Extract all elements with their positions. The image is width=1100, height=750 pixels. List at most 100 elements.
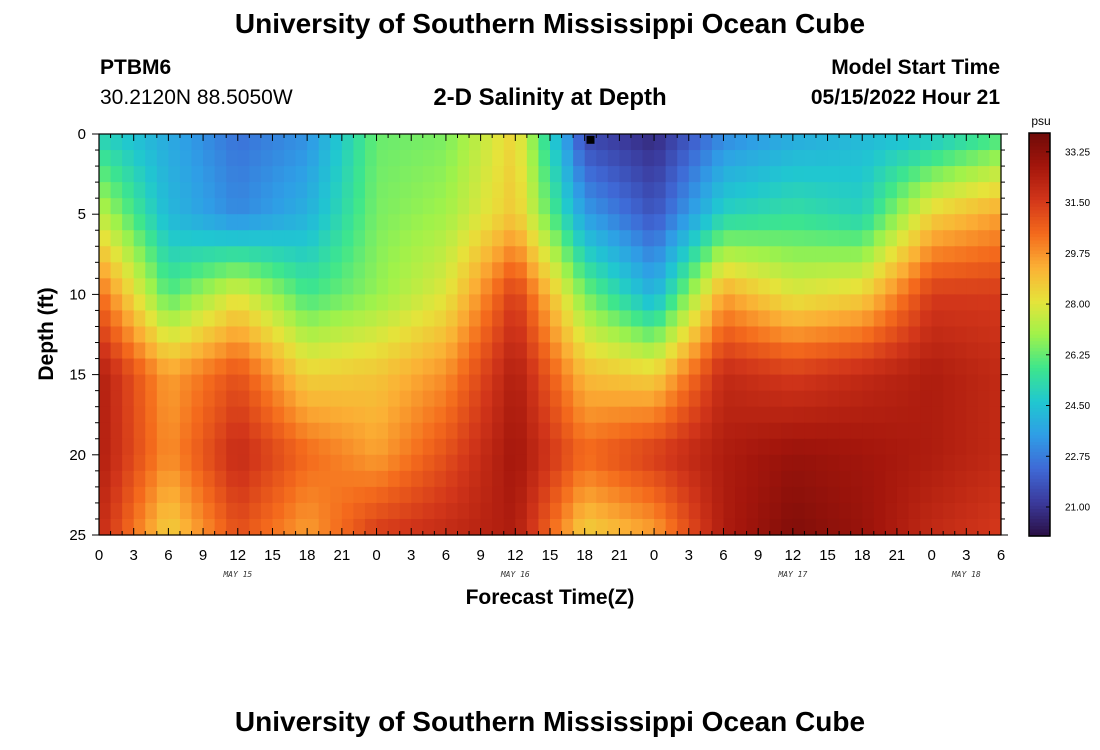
heatmap-cell <box>804 358 817 376</box>
heatmap-cell <box>908 470 921 488</box>
date-label: MAY 16 <box>500 570 530 579</box>
heatmap-cell <box>931 438 944 456</box>
heatmap-cell <box>920 278 933 295</box>
heatmap-cell <box>260 342 274 360</box>
heatmap-cell <box>295 454 308 472</box>
heatmap-cell <box>469 422 482 440</box>
heatmap-cell <box>966 150 979 167</box>
heatmap-cell <box>503 486 516 504</box>
heatmap-cell <box>619 390 632 408</box>
heatmap-cell <box>931 310 944 328</box>
heatmap-cell <box>677 326 690 344</box>
heatmap-cell <box>226 134 239 151</box>
heatmap-cell <box>503 406 516 424</box>
heatmap-cell <box>654 390 667 408</box>
heatmap-cell <box>341 454 355 472</box>
heatmap-cell <box>700 342 713 360</box>
heatmap-cell <box>272 278 285 295</box>
heatmap-cell <box>480 166 493 183</box>
heatmap-cell <box>422 454 435 472</box>
heatmap-cell <box>388 214 401 231</box>
heatmap-cell <box>792 310 806 328</box>
heatmap-cell <box>168 342 181 360</box>
heatmap-cell <box>677 262 690 279</box>
heatmap-cell <box>272 198 285 215</box>
heatmap-cell <box>550 374 563 392</box>
heatmap-cell <box>330 422 343 440</box>
heatmap-cell <box>781 294 794 312</box>
heatmap-cell <box>607 182 620 199</box>
heatmap-cell <box>214 358 227 376</box>
heatmap-cell <box>619 406 632 424</box>
heatmap-cell <box>388 406 401 424</box>
heatmap-cell <box>630 278 644 295</box>
heatmap-cell <box>237 262 250 279</box>
heatmap-cell <box>723 406 736 424</box>
heatmap-cell <box>954 342 967 360</box>
heatmap-cell <box>445 518 459 536</box>
heatmap-cell <box>480 406 493 424</box>
heatmap-cell <box>284 246 297 263</box>
heatmap-cell <box>654 342 667 360</box>
heatmap-cell <box>203 134 216 151</box>
heatmap-cell <box>954 310 967 328</box>
heatmap-cell <box>260 246 274 263</box>
heatmap-cell <box>445 166 459 183</box>
heatmap-cell <box>769 486 782 504</box>
heatmap-cell <box>596 358 609 376</box>
heatmap-cell <box>746 230 759 247</box>
heatmap-cell <box>862 230 875 247</box>
heatmap-cell <box>862 406 875 424</box>
heatmap-cell <box>237 326 250 344</box>
heatmap-cell <box>711 166 725 183</box>
heatmap-cell <box>550 166 563 183</box>
heatmap-cell <box>619 438 632 456</box>
heatmap-cell <box>295 374 308 392</box>
heatmap-cell <box>99 502 112 520</box>
heatmap-cell <box>526 342 540 360</box>
heatmap-cell <box>318 262 331 279</box>
heatmap-cell <box>480 486 493 504</box>
heatmap-cell <box>364 134 378 151</box>
heatmap-cell <box>746 390 759 408</box>
heatmap-cell <box>989 422 1002 440</box>
heatmap-cell <box>457 198 470 215</box>
heatmap-cell <box>700 198 713 215</box>
heatmap-cell <box>469 374 482 392</box>
heatmap-cell <box>781 502 794 520</box>
heatmap-cell <box>642 150 655 167</box>
heatmap-cell <box>943 406 956 424</box>
heatmap-cell <box>399 198 412 215</box>
heatmap-cell <box>804 294 817 312</box>
heatmap-cell <box>341 518 355 536</box>
heatmap-cell <box>723 486 736 504</box>
heatmap-cell <box>561 134 574 151</box>
heatmap-cell <box>260 310 274 328</box>
heatmap-cell <box>723 182 736 199</box>
heatmap-cell <box>399 310 412 328</box>
heatmap-cell <box>156 214 169 231</box>
heatmap-cell <box>515 150 528 167</box>
heatmap-cell <box>214 262 227 279</box>
heatmap-cell <box>931 486 944 504</box>
heatmap-cell <box>746 374 759 392</box>
heatmap-cell <box>943 438 956 456</box>
heatmap-cell <box>353 406 366 424</box>
heatmap-cell <box>237 470 250 488</box>
heatmap-cell <box>145 134 158 151</box>
heatmap-cell <box>330 518 343 536</box>
heatmap-cell <box>284 406 297 424</box>
heatmap-cell <box>307 262 320 279</box>
heatmap-cell <box>989 182 1002 199</box>
heatmap-cell <box>526 166 540 183</box>
heatmap-cell <box>214 518 227 536</box>
heatmap-cell <box>445 262 459 279</box>
heatmap-cell <box>954 182 967 199</box>
x-tick-label: 15 <box>542 547 559 564</box>
heatmap-cell <box>862 278 875 295</box>
heatmap-cell <box>723 438 736 456</box>
heatmap-cell <box>203 326 216 344</box>
heatmap-cell <box>781 246 794 263</box>
heatmap-cell <box>746 294 759 312</box>
heatmap-cell <box>284 486 297 504</box>
